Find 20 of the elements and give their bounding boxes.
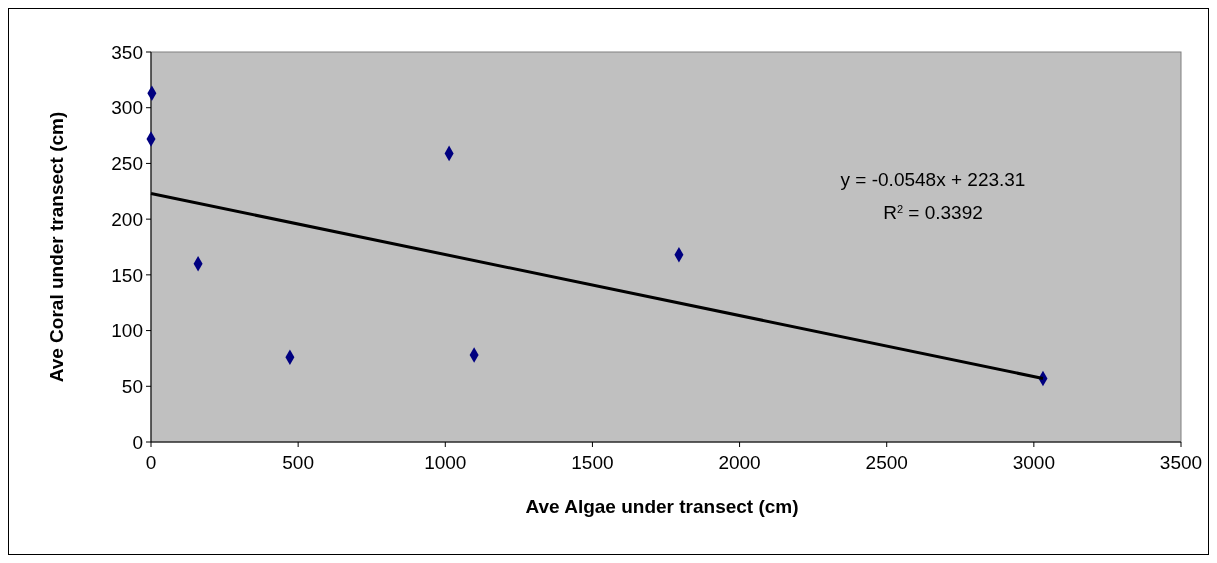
x-tick-label: 1000: [424, 452, 467, 473]
x-tick-label: 2000: [718, 452, 761, 473]
x-tick-label: 3500: [1159, 452, 1203, 473]
x-tick-label: 2500: [865, 452, 908, 473]
y-tick-label: 150: [111, 264, 143, 286]
annotation: y = -0.0548x + 223.31: [840, 169, 1026, 190]
x-tick-label: 500: [282, 452, 314, 473]
y-tick-label: 0: [132, 431, 143, 453]
y-tick-label: 350: [111, 41, 143, 63]
x-tick-label: 1500: [571, 452, 614, 473]
x-tick-label: 0: [145, 452, 157, 473]
y-axis-title: Ave Coral under transect (cm): [46, 111, 67, 383]
x-tick-label: 3000: [1012, 452, 1055, 473]
y-tick-label: 300: [111, 97, 143, 119]
y-tick-label: 100: [111, 320, 143, 342]
y-tick-label: 250: [111, 153, 143, 175]
y-tick-label: 50: [121, 375, 143, 397]
y-tick-label: 200: [111, 208, 143, 230]
annotation: R$^{2}$ = 0.3392: [883, 202, 983, 223]
x-axis-title: Ave Algae under transect (cm): [525, 496, 799, 517]
